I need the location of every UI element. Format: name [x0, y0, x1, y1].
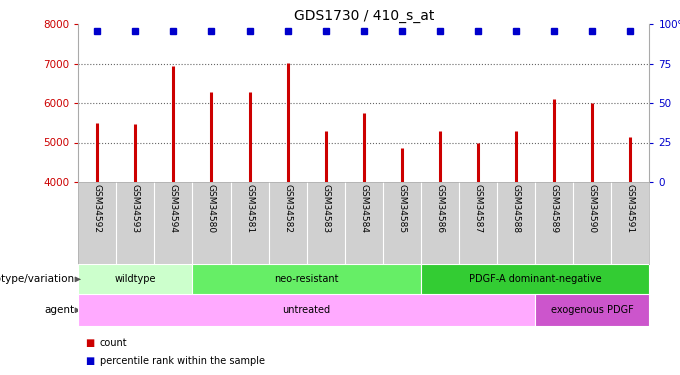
- Bar: [192, 264, 421, 294]
- Text: GSM34590: GSM34590: [588, 184, 597, 234]
- Text: GSM34581: GSM34581: [245, 184, 254, 234]
- Text: GSM34584: GSM34584: [359, 184, 369, 233]
- Text: GSM34591: GSM34591: [626, 184, 635, 234]
- Text: untreated: untreated: [283, 305, 330, 315]
- Text: GSM34585: GSM34585: [397, 184, 407, 234]
- Text: exogenous PDGF: exogenous PDGF: [551, 305, 634, 315]
- Text: percentile rank within the sample: percentile rank within the sample: [100, 356, 265, 366]
- Bar: [78, 294, 535, 326]
- Text: GSM34588: GSM34588: [511, 184, 521, 234]
- Text: GSM34580: GSM34580: [207, 184, 216, 234]
- Text: GSM34587: GSM34587: [473, 184, 483, 234]
- Text: count: count: [100, 338, 128, 348]
- Bar: [535, 294, 649, 326]
- Text: GSM34592: GSM34592: [92, 184, 102, 233]
- Bar: [78, 264, 192, 294]
- Text: GSM34589: GSM34589: [549, 184, 559, 234]
- Text: ■: ■: [85, 338, 95, 348]
- Text: GSM34583: GSM34583: [321, 184, 330, 234]
- Text: wildtype: wildtype: [114, 274, 156, 284]
- Text: GSM34593: GSM34593: [131, 184, 140, 234]
- Text: GSM34586: GSM34586: [435, 184, 445, 234]
- Text: PDGF-A dominant-negative: PDGF-A dominant-negative: [469, 274, 602, 284]
- Text: agent: agent: [45, 305, 75, 315]
- Title: GDS1730 / 410_s_at: GDS1730 / 410_s_at: [294, 9, 434, 23]
- Text: ■: ■: [85, 356, 95, 366]
- Text: GSM34582: GSM34582: [283, 184, 292, 233]
- Bar: [421, 264, 649, 294]
- Text: GSM34594: GSM34594: [169, 184, 178, 233]
- Text: genotype/variation: genotype/variation: [0, 274, 75, 284]
- Text: neo-resistant: neo-resistant: [275, 274, 339, 284]
